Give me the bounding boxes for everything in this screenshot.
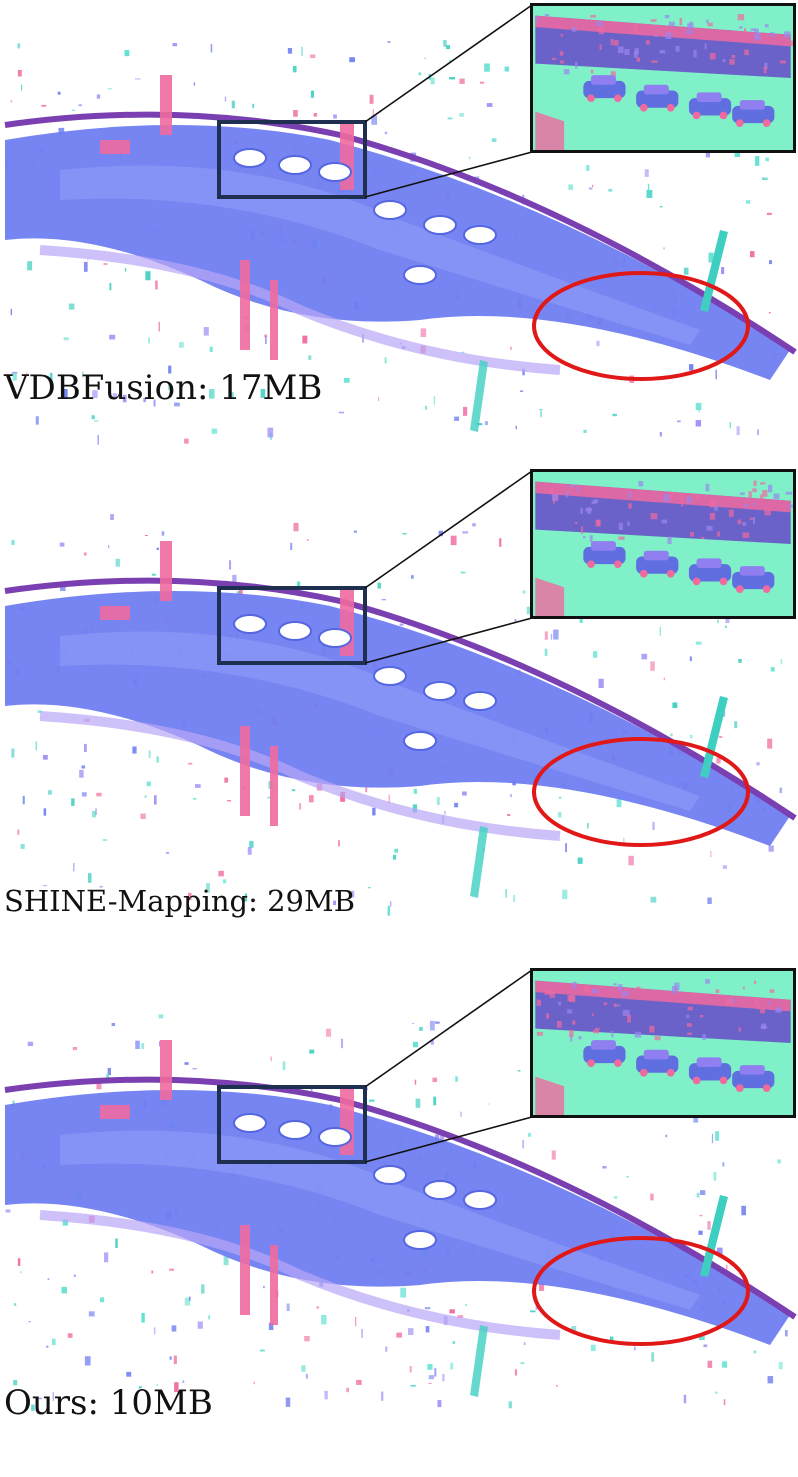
mesh-reconstruction-shine-mapping [4,470,797,916]
caption-shine-mapping: SHINE-Mapping: 29MB [4,884,356,918]
zoomed-mesh-vdbfusion [535,6,793,150]
caption-ours: Ours: 10MB [4,1383,213,1423]
panel-ours: Ours: 10MB [0,965,798,1457]
zoomed-mesh-shine-mapping [535,472,793,616]
caption-vdbfusion: VDBFusion: 17MB [4,368,323,408]
panel-shine-mapping: SHINE-Mapping: 29MB [0,466,798,958]
zoom-inset-ours [530,968,796,1118]
zoomed-mesh-ours [535,971,791,1115]
zoom-inset-vdbfusion [530,3,796,153]
mesh-reconstruction-vdbfusion [4,4,797,445]
panel-vdbfusion: VDBFusion: 17MB [0,0,798,492]
zoom-inset-shine-mapping [530,469,796,619]
